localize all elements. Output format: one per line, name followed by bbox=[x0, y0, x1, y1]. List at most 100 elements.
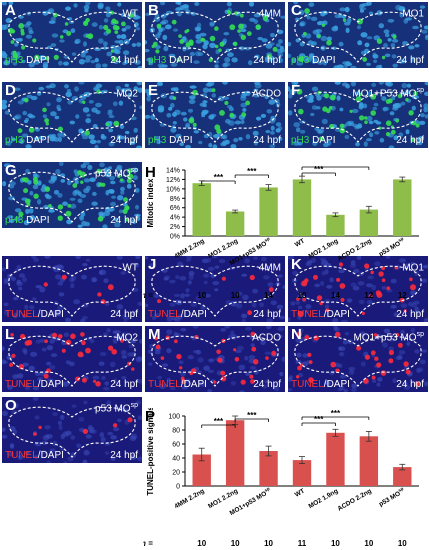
time-label: 24 hpf bbox=[396, 55, 424, 66]
tunel-signal bbox=[251, 346, 257, 352]
tunel-signal bbox=[307, 352, 312, 357]
dapi-nucleus bbox=[122, 314, 128, 321]
dapi-nucleus bbox=[115, 49, 121, 55]
dapi-nucleus bbox=[83, 449, 90, 456]
dapi-nucleus bbox=[95, 83, 103, 88]
dapi-nucleus bbox=[47, 8, 55, 14]
dapi-nucleus bbox=[172, 121, 177, 125]
dapi-nucleus bbox=[50, 43, 57, 47]
dapi-nucleus bbox=[343, 21, 351, 26]
dapi-nucleus bbox=[87, 426, 95, 432]
dapi-nucleus bbox=[137, 356, 142, 361]
dapi-nucleus bbox=[241, 319, 246, 322]
condition-text: p53 MO bbox=[95, 168, 131, 180]
condition-label: WT bbox=[122, 259, 138, 273]
ph3-signal bbox=[25, 198, 31, 204]
n-value: 10 bbox=[264, 539, 273, 548]
dapi-nucleus bbox=[273, 386, 280, 392]
bar bbox=[326, 432, 345, 486]
dapi-nucleus bbox=[367, 275, 375, 280]
dapi-nucleus bbox=[399, 258, 406, 263]
dapi-nucleus bbox=[64, 84, 69, 89]
dapi-nucleus bbox=[395, 4, 402, 11]
ph3-signal bbox=[18, 23, 25, 29]
ph3-signal bbox=[246, 31, 252, 36]
dapi-nucleus bbox=[80, 194, 87, 198]
dapi-nucleus bbox=[410, 327, 416, 333]
dapi-nucleus bbox=[276, 304, 284, 309]
dapi-nucleus bbox=[42, 435, 50, 441]
ph3-signal bbox=[59, 35, 64, 39]
dapi-nucleus bbox=[305, 304, 312, 309]
dapi-nucleus bbox=[85, 434, 92, 439]
dapi-nucleus bbox=[106, 328, 111, 333]
dapi-nucleus bbox=[73, 3, 78, 8]
dapi-nucleus bbox=[134, 59, 141, 65]
tunel-signal bbox=[296, 297, 300, 301]
dapi-nucleus bbox=[228, 120, 235, 126]
y-tick-label: 0 bbox=[176, 484, 180, 491]
dapi-nucleus bbox=[281, 356, 285, 362]
tissue-outline bbox=[8, 91, 136, 143]
dapi-nucleus bbox=[58, 136, 62, 142]
y-tick-label: 10% bbox=[166, 186, 180, 193]
dapi-nucleus bbox=[393, 312, 399, 317]
dapi-nucleus bbox=[163, 277, 169, 281]
dapi-nucleus bbox=[122, 408, 129, 413]
ph3-signal bbox=[122, 208, 128, 214]
ph3-signal bbox=[232, 41, 238, 47]
dapi-nucleus bbox=[410, 56, 416, 63]
ph3-signal bbox=[111, 18, 117, 24]
dapi-nucleus bbox=[351, 108, 359, 114]
dapi-nucleus bbox=[223, 62, 231, 67]
ph3-signal bbox=[391, 129, 396, 135]
dapi-nucleus bbox=[354, 336, 359, 341]
tunel-signal bbox=[131, 367, 135, 371]
dapi-nucleus bbox=[19, 139, 24, 144]
dapi-nucleus bbox=[241, 313, 248, 319]
dapi-nucleus bbox=[59, 173, 66, 178]
dapi-nucleus bbox=[210, 274, 215, 279]
dapi-nucleus bbox=[13, 296, 19, 301]
tunel-signal bbox=[376, 362, 382, 368]
n-value: 11 bbox=[298, 539, 307, 548]
condition-text: MO1+p53 MO bbox=[353, 332, 417, 344]
ph3-signal bbox=[64, 22, 69, 26]
category-text: MO2 1.9ng bbox=[307, 488, 339, 511]
dapi-nucleus bbox=[74, 86, 79, 92]
dapi-nucleus bbox=[205, 82, 213, 87]
tunel-signal bbox=[176, 353, 182, 360]
dapi-nucleus bbox=[209, 42, 216, 49]
dapi-nucleus bbox=[253, 256, 258, 260]
dapi-nucleus bbox=[105, 189, 110, 196]
tunel-signal bbox=[75, 376, 81, 382]
dapi-nucleus bbox=[28, 27, 33, 32]
dapi-nucleus bbox=[166, 316, 173, 322]
dapi-nucleus bbox=[4, 110, 10, 115]
dapi-nucleus bbox=[310, 16, 318, 21]
tissue-outline bbox=[8, 265, 136, 317]
dapi-nucleus bbox=[305, 309, 310, 313]
ph3-signal bbox=[219, 110, 225, 116]
dapi-nucleus bbox=[163, 45, 169, 52]
tunel-signal bbox=[271, 350, 277, 356]
dapi-nucleus bbox=[199, 32, 207, 37]
tunel-signal bbox=[340, 297, 345, 302]
condition-text: ACDO bbox=[252, 332, 281, 344]
dapi-nucleus bbox=[146, 96, 151, 102]
ph3-signal bbox=[11, 29, 16, 34]
dapi-nucleus bbox=[317, 130, 323, 135]
dapi-nucleus bbox=[49, 83, 56, 89]
dapi-nucleus bbox=[282, 285, 285, 289]
condition-text: WT bbox=[122, 262, 138, 274]
y-tick-label: 80 bbox=[172, 428, 180, 435]
dapi-nucleus bbox=[18, 286, 23, 291]
dapi-nucleus bbox=[379, 137, 385, 143]
tunel-signal bbox=[217, 357, 223, 363]
dapi-nucleus bbox=[201, 258, 209, 264]
dapi-nucleus bbox=[110, 201, 117, 207]
dapi-nucleus bbox=[60, 132, 66, 138]
dapi-nucleus bbox=[237, 345, 244, 351]
dapi-nucleus bbox=[371, 82, 377, 87]
tunel-signal bbox=[240, 379, 246, 385]
